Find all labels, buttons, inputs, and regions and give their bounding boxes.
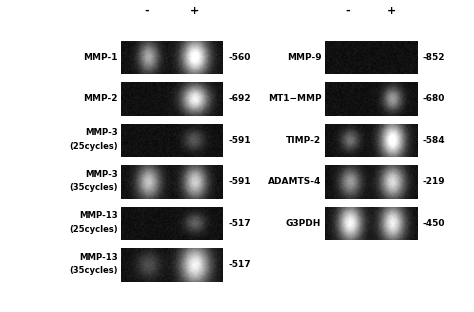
Text: -591: -591: [228, 178, 251, 186]
Text: (35cycles): (35cycles): [69, 266, 118, 275]
Text: -591: -591: [228, 136, 251, 145]
Text: MMP-13: MMP-13: [79, 211, 118, 220]
Text: MMP-13: MMP-13: [79, 253, 118, 261]
Text: G3PDH: G3PDH: [286, 219, 321, 228]
Text: MMP-3: MMP-3: [85, 170, 118, 178]
Text: -: -: [346, 6, 350, 16]
Text: -450: -450: [423, 219, 445, 228]
Text: +: +: [387, 6, 396, 16]
Text: -: -: [144, 6, 149, 16]
Text: MMP-9: MMP-9: [287, 53, 321, 62]
Text: MMP-2: MMP-2: [83, 95, 118, 103]
Text: MMP-1: MMP-1: [83, 53, 118, 62]
Text: -680: -680: [423, 95, 445, 103]
Text: ADAMTS-4: ADAMTS-4: [268, 178, 321, 186]
Text: MT1−MMP: MT1−MMP: [268, 95, 321, 103]
Text: MMP-3: MMP-3: [85, 128, 118, 137]
Text: (35cycles): (35cycles): [69, 183, 118, 192]
Text: (25cycles): (25cycles): [69, 142, 118, 150]
Text: -517: -517: [228, 261, 251, 269]
Text: -584: -584: [423, 136, 446, 145]
Text: -560: -560: [228, 53, 251, 62]
Text: (25cycles): (25cycles): [69, 225, 118, 233]
Text: +: +: [190, 6, 199, 16]
Text: TIMP-2: TIMP-2: [286, 136, 321, 145]
Text: -852: -852: [423, 53, 445, 62]
Text: -517: -517: [228, 219, 251, 228]
Text: -219: -219: [423, 178, 446, 186]
Text: -692: -692: [228, 95, 251, 103]
